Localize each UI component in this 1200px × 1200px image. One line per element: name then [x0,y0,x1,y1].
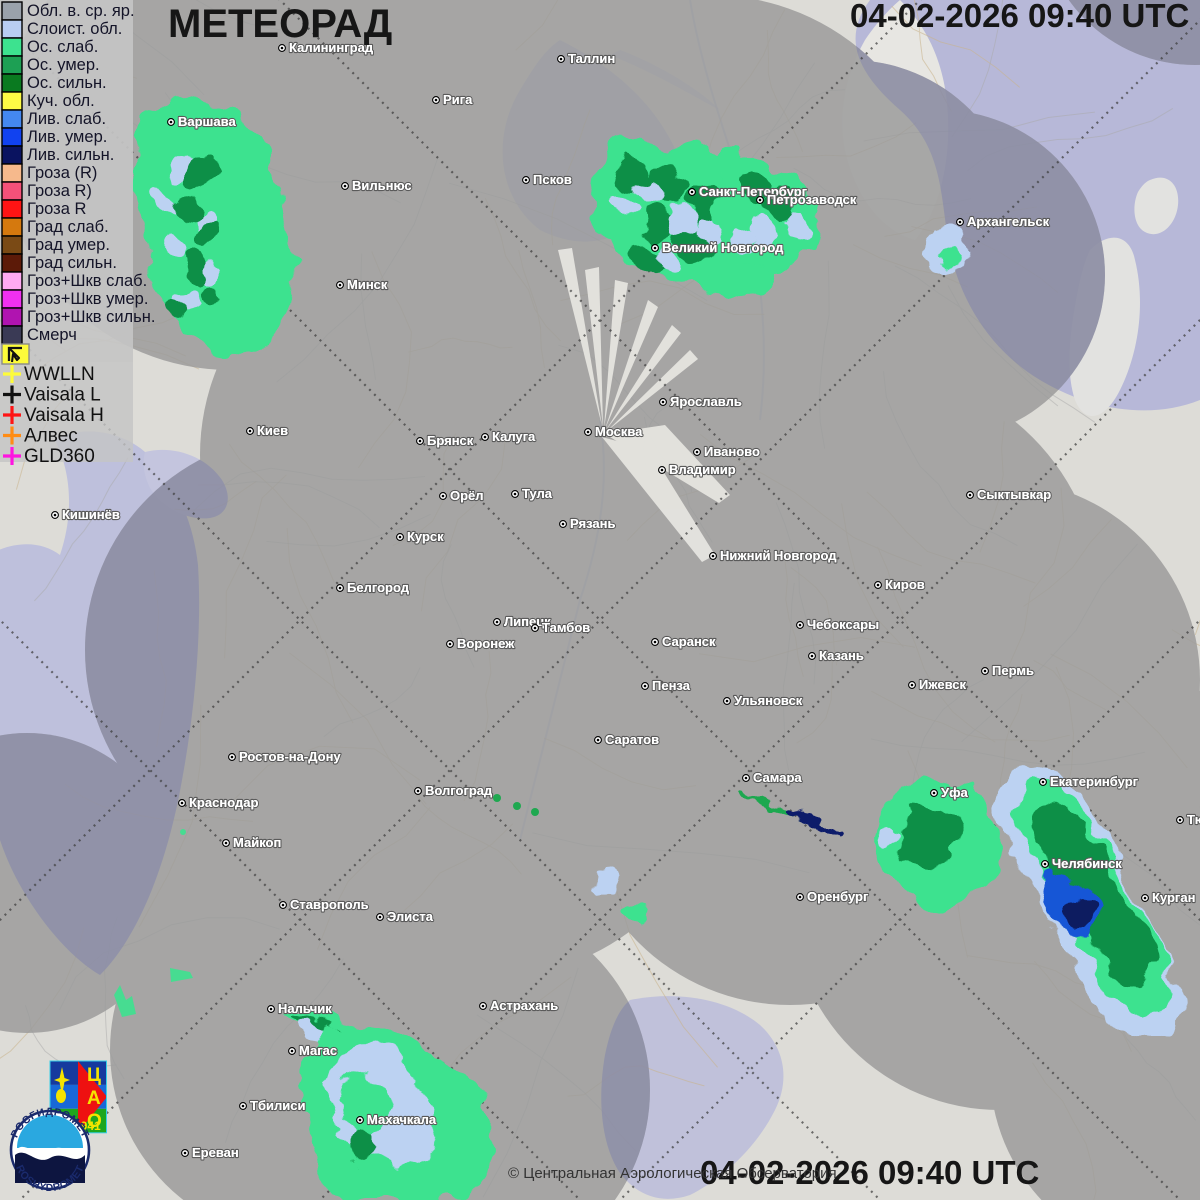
svg-text:Гроза R): Гроза R) [27,182,92,200]
svg-text:Град сильн.: Град сильн. [27,254,117,272]
svg-text:Слоист. обл.: Слоист. обл. [27,20,122,38]
svg-text:Гроз+Шкв сильн.: Гроз+Шкв сильн. [27,308,155,326]
svg-text:Гроз+Шкв слаб.: Гроз+Шкв слаб. [27,272,147,290]
svg-text:Обл. в. ср. яр.: Обл. в. ср. яр. [27,2,135,20]
svg-text:Гроза R: Гроза R [27,200,87,218]
svg-text:GLD360: GLD360 [24,446,95,467]
svg-text:Ос. умер.: Ос. умер. [27,56,100,74]
svg-text:Град умер.: Град умер. [27,236,110,254]
svg-text:Ос. сильн.: Ос. сильн. [27,74,107,92]
svg-text:Гроза (R): Гроза (R) [27,164,97,182]
svg-text:Лив. умер.: Лив. умер. [27,128,107,146]
svg-text:Смерч: Смерч [27,326,77,344]
svg-text:Куч. обл.: Куч. обл. [27,92,95,110]
svg-text:Лив. сильн.: Лив. сильн. [27,146,114,164]
svg-text:WWLLN: WWLLN [24,364,95,385]
svg-text:Алвес: Алвес [24,426,78,447]
svg-text:Лив. слаб.: Лив. слаб. [27,110,106,128]
svg-text:Vaisala H: Vaisala H [24,405,104,426]
svg-text:Vaisala L: Vaisala L [24,385,101,406]
svg-text:Ос. слаб.: Ос. слаб. [27,38,98,56]
svg-text:Гроз+Шкв умер.: Гроз+Шкв умер. [27,290,148,308]
svg-text:Град слаб.: Град слаб. [27,218,109,236]
